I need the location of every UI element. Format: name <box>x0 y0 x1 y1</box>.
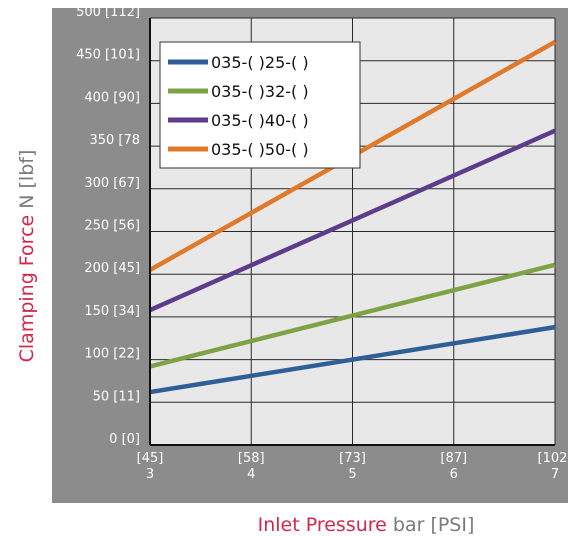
y-tick-label: 0 [0] <box>109 432 140 447</box>
x-tick-label-psi: [102] <box>538 451 571 466</box>
x-tick-label-psi: [87] <box>440 451 467 466</box>
y-tick-label: 150 [34] <box>84 304 140 319</box>
axes <box>149 18 555 446</box>
legend-label-1: 035-( )25-( ) <box>211 53 309 72</box>
x-tick-label-bar: 3 <box>146 467 154 482</box>
x-tick-labels: [45]3 [58]4 [73]5 [87]6 [102]7 <box>137 451 571 482</box>
y-tick-label: 250 [56] <box>84 219 140 234</box>
y-axis-title-emphasis: Clamping Force <box>16 215 38 363</box>
y-tick-label: 500 [112] <box>76 5 140 20</box>
legend-label-2: 035-( )32-( ) <box>211 82 309 101</box>
x-axis-title: Inlet Pressure bar [PSI] <box>258 514 475 536</box>
y-tick-label: 50 [11] <box>93 389 140 404</box>
y-tick-label: 300 [67] <box>84 176 140 191</box>
y-axis-title: Clamping Force N [lbf] <box>16 150 38 363</box>
y-tick-label: 400 [90] <box>84 90 140 105</box>
x-tick-label-bar: 4 <box>247 467 255 482</box>
y-tick-label: 200 [45] <box>84 261 140 276</box>
legend-label-3: 035-( )40-( ) <box>211 111 309 130</box>
legend: 035-( )25-( ) 035-( )32-( ) 035-( )40-( ) 0… <box>159 41 361 169</box>
y-tick-label: 450 [101] <box>76 48 140 63</box>
x-axis-title-units: bar [PSI] <box>387 514 475 536</box>
x-tick-label-psi: [58] <box>238 451 265 466</box>
series-line-1 <box>149 324 556 395</box>
y-tick-label: 100 [22] <box>84 347 140 362</box>
x-tick-label-bar: 7 <box>551 467 559 482</box>
x-tick-label-bar: 5 <box>348 467 356 482</box>
series-line-2 <box>149 262 556 369</box>
x-tick-label-bar: 6 <box>450 467 458 482</box>
x-axis-title-emphasis: Inlet Pressure <box>258 514 387 536</box>
y-tick-labels: 0 [0] 50 [11] 100 [22] 150 [34] 200 [45] 250 … <box>76 5 140 447</box>
legend-label-4: 035-( )50-( ) <box>211 140 309 159</box>
series-line-3 <box>149 128 556 313</box>
y-tick-label: 350 [78 <box>89 133 140 148</box>
x-tick-label-psi: [73] <box>339 451 366 466</box>
y-axis-title-units: N [lbf] <box>16 150 38 215</box>
x-tick-label-psi: [45] <box>137 451 164 466</box>
